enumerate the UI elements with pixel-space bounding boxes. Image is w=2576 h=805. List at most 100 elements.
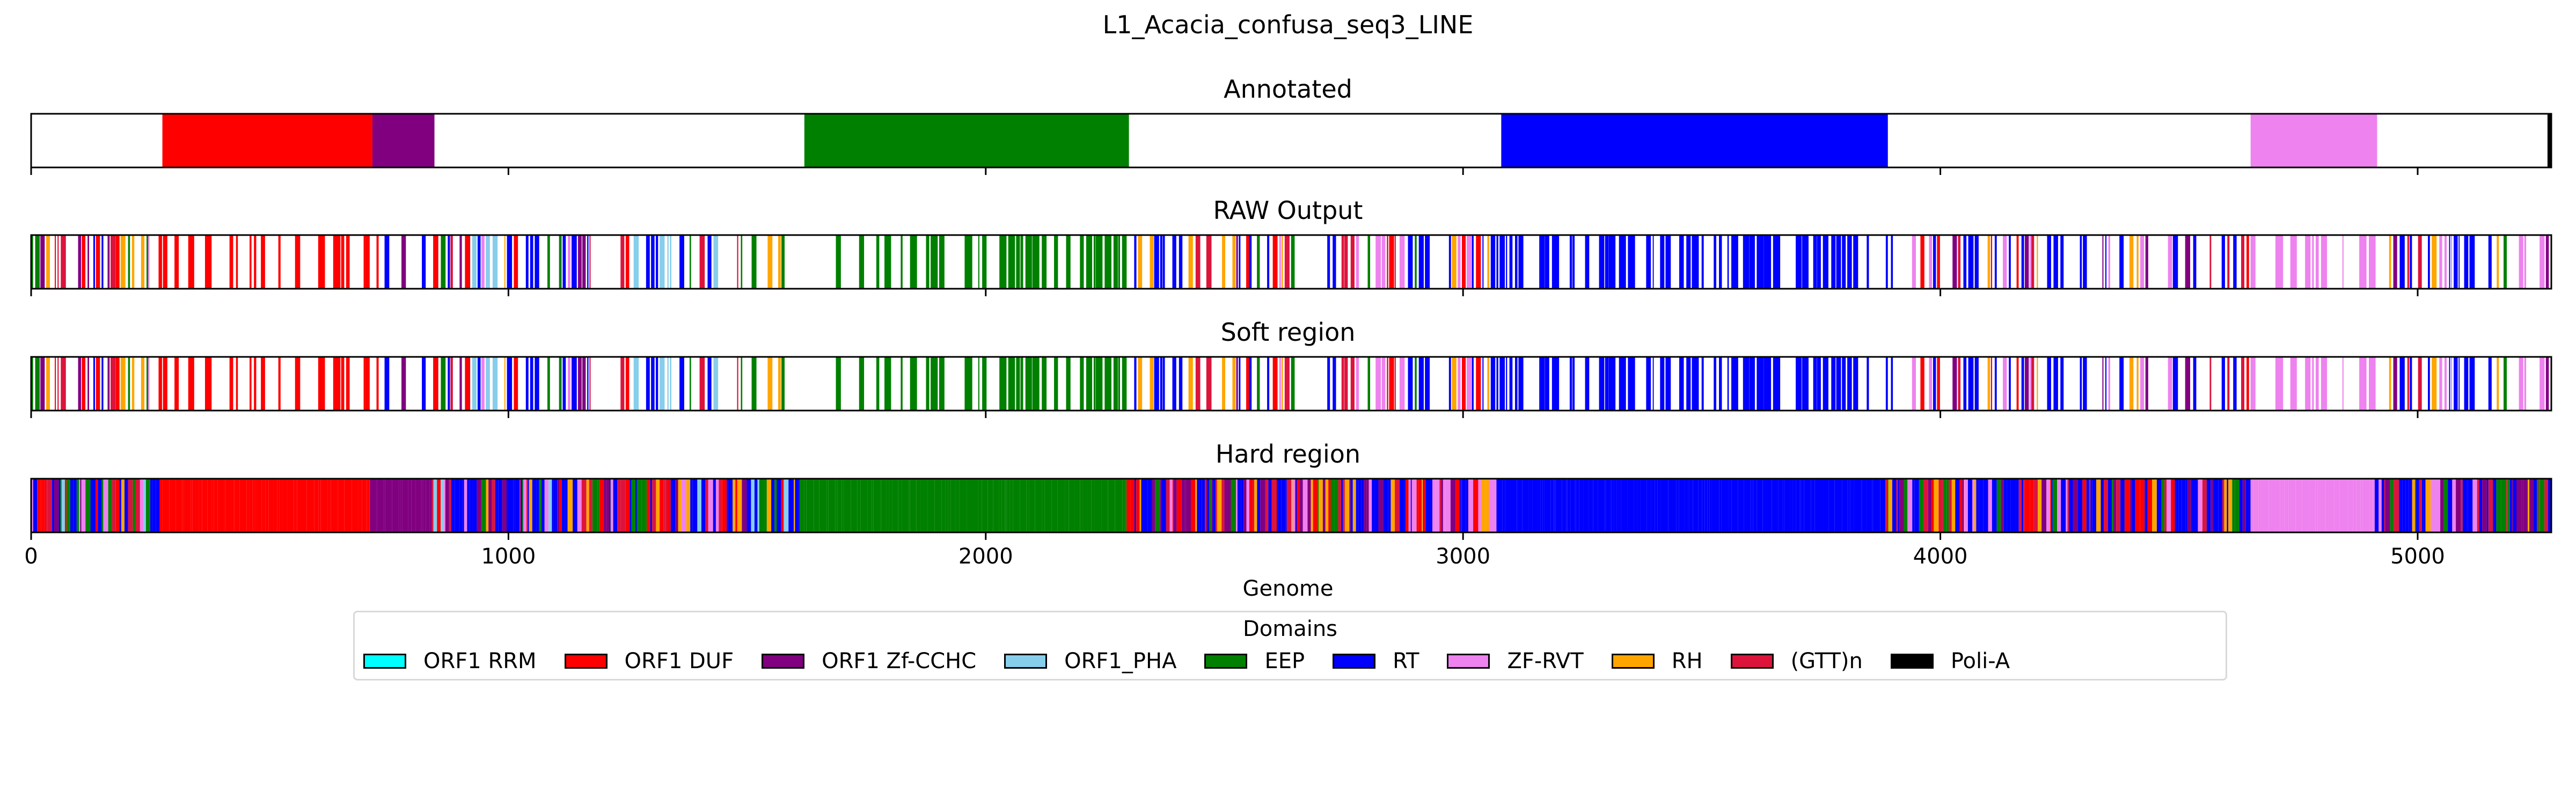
stripe-bar	[250, 357, 252, 411]
stripe-bar	[926, 235, 930, 289]
stripe-bar	[2540, 357, 2545, 411]
stripe-bar	[589, 357, 591, 411]
stripe-bar	[284, 479, 288, 532]
stripe-bar	[492, 235, 498, 289]
stripe-bar	[2493, 479, 2497, 532]
segment-bar	[2547, 114, 2551, 167]
legend-label: ORF1_PHA	[1064, 649, 1177, 674]
stripe-bar	[445, 479, 449, 532]
stripe-bar	[2152, 479, 2157, 532]
stripe-bar	[1701, 235, 1704, 289]
stripe-bar	[236, 235, 238, 289]
stripe-bar	[1842, 235, 1846, 289]
stripe-bar	[1711, 479, 1719, 532]
stripe-bar	[2444, 357, 2447, 411]
stripe-bar	[1704, 479, 1708, 532]
stripe-bar	[2418, 479, 2419, 532]
stripe-bar	[1891, 235, 1893, 289]
stripe-bar	[2462, 479, 2467, 532]
track-title: RAW Output	[1213, 196, 1363, 225]
stripe-bar	[1232, 235, 1236, 289]
stripe-bar	[2342, 357, 2344, 411]
stripe-bar	[1885, 479, 1887, 532]
stripe-bar	[115, 235, 120, 289]
stripe-bar	[1095, 235, 1103, 289]
stripe-bar	[2548, 479, 2551, 532]
stripe-bar	[559, 235, 562, 289]
stripe-bar	[2295, 479, 2302, 532]
stripe-bar	[107, 235, 110, 289]
legend-label: RH	[1671, 649, 1703, 674]
stripe-bar	[1356, 479, 1358, 532]
stripe-bar	[81, 479, 86, 532]
stripe-bar	[2477, 479, 2479, 532]
stripe-bar	[96, 235, 100, 289]
stripe-bar	[462, 479, 464, 532]
stripe-bar	[978, 479, 982, 532]
stripe-bar	[1753, 479, 1757, 532]
stripe-bar	[1044, 479, 1052, 532]
stripe-bar	[2468, 479, 2473, 532]
stripe-bar	[1749, 357, 1755, 411]
stripe-bar	[1328, 479, 1331, 532]
stripe-bar	[1327, 235, 1330, 289]
stripe-bar	[727, 479, 728, 532]
stripe-bar	[2305, 235, 2311, 289]
stripe-bar	[1506, 235, 1507, 289]
stripe-bar	[2193, 357, 2197, 411]
legend-item: (GTT)n	[1730, 649, 1863, 674]
stripe-bar	[521, 479, 523, 532]
stripe-bar	[2399, 357, 2405, 411]
stripe-bar	[1952, 357, 1957, 411]
stripe-bar	[318, 235, 325, 289]
stripe-bar	[2245, 479, 2249, 532]
legend-swatch	[1204, 654, 1248, 669]
stripe-bar	[2240, 479, 2243, 532]
stripe-bar	[1608, 235, 1616, 289]
stripe-bar	[1885, 235, 1888, 289]
stripe-bar	[199, 479, 202, 532]
stripe-bar	[1020, 235, 1023, 289]
stripe-bar	[910, 479, 917, 532]
stripe-bar	[1514, 357, 1518, 411]
x-tick-label: 2000	[958, 544, 1013, 569]
stripe-bar	[872, 479, 874, 532]
stripe-bar	[2227, 357, 2230, 411]
stripe-bar	[2185, 479, 2187, 532]
stripe-bar	[2544, 479, 2548, 532]
stripe-bar	[1249, 235, 1252, 289]
stripe-bar	[2348, 479, 2353, 532]
stripe-bar	[1813, 235, 1817, 289]
stripe-bar	[338, 479, 345, 532]
stripe-bar	[1169, 479, 1173, 532]
stripe-bar	[128, 235, 130, 289]
stripe-bar	[498, 479, 502, 532]
stripe-bar	[481, 357, 485, 411]
stripe-bar	[47, 479, 53, 532]
stripe-bar	[548, 479, 552, 532]
stripe-bar	[2312, 357, 2314, 411]
stripe-bar	[2431, 479, 2435, 532]
stripe-bar	[2108, 235, 2110, 289]
stripe-bar	[1983, 479, 1988, 532]
stripe-bar	[1676, 479, 1679, 532]
stripe-bar	[1319, 479, 1323, 532]
stripe-bar	[465, 357, 471, 411]
stripe-bar	[2025, 479, 2030, 532]
stripe-bar	[964, 235, 972, 289]
stripe-bar	[2156, 479, 2162, 532]
stripe-bar	[2086, 479, 2089, 532]
stripe-bar	[655, 357, 658, 411]
stripe-bar	[1257, 479, 1261, 532]
stripe-bar	[101, 357, 104, 411]
stripe-bar	[1445, 479, 1451, 532]
stripe-bar	[1206, 479, 1210, 532]
stripe-bar	[2077, 479, 2083, 532]
stripe-bar	[277, 479, 280, 532]
legend-swatch	[564, 654, 608, 669]
stripe-bar	[2187, 479, 2191, 532]
stripe-bar	[1811, 479, 1815, 532]
stripe-bar	[1847, 479, 1849, 532]
stripe-bar	[2320, 479, 2326, 532]
stripe-bar	[587, 235, 589, 289]
